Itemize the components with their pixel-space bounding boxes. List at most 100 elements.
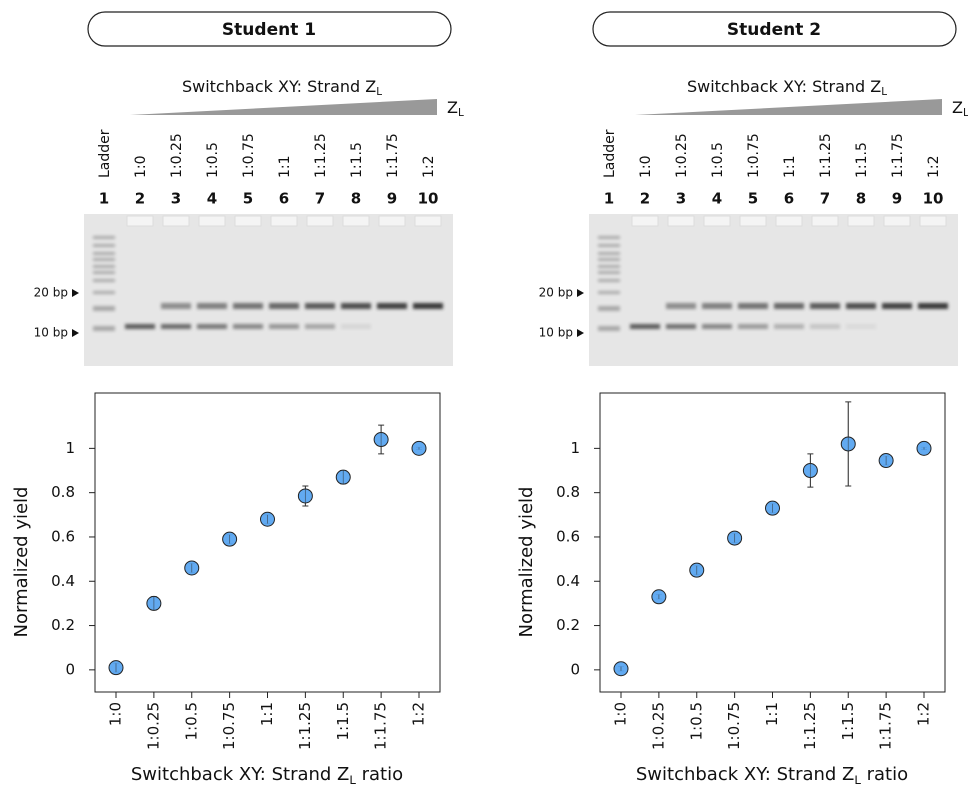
gel-band <box>341 303 371 309</box>
x-tick-label: 1:0.5 <box>182 702 200 740</box>
x-tick-label: 1:2 <box>410 702 428 726</box>
gel-band <box>702 303 732 309</box>
gel-band <box>738 324 768 329</box>
ladder-band <box>598 291 620 294</box>
ladder-band <box>93 258 115 261</box>
x-tick-label: 1:1.25 <box>801 702 819 750</box>
text-part: Z <box>952 98 963 117</box>
gel-image <box>84 214 453 366</box>
x-tick-label: 1:1 <box>763 702 781 726</box>
lane-number: 8 <box>856 190 866 208</box>
ladder-band <box>598 306 620 311</box>
panel-header: Student 2 <box>727 20 821 40</box>
gel-title: Switchback XY: Strand ZL <box>687 77 887 99</box>
text-part: Switchback XY: Strand Z <box>636 764 855 785</box>
text-part: Switchback XY: Strand Z <box>182 77 376 96</box>
y-tick-label: 0.8 <box>51 483 75 501</box>
lane-number: 10 <box>923 190 944 208</box>
y-tick-label: 0.4 <box>556 572 580 590</box>
ladder-band <box>93 236 115 239</box>
concentration-wedge <box>130 99 437 115</box>
x-tick-label: 1:0.5 <box>687 702 705 740</box>
lane-number: 2 <box>135 190 145 208</box>
text-part: ratio <box>356 764 403 785</box>
gel-title: Switchback XY: Strand ZL <box>182 77 382 99</box>
ladder-band <box>598 265 620 268</box>
gel-well <box>127 216 153 226</box>
lane-number: 1 <box>604 190 614 208</box>
text-part: Z <box>447 98 458 117</box>
lane-number: 1 <box>99 190 109 208</box>
gel-band <box>269 303 299 309</box>
lane-label: 1:1.5 <box>349 142 365 178</box>
gel-band <box>882 303 912 309</box>
lane-number: 7 <box>315 190 325 208</box>
lane-number: 5 <box>748 190 758 208</box>
gel-band <box>702 324 732 329</box>
gel-band <box>305 324 335 329</box>
gel-image <box>589 214 958 366</box>
lane-label: 1:1.25 <box>313 133 329 178</box>
gel-band <box>125 324 155 329</box>
y-tick-label: 0.8 <box>556 483 580 501</box>
lane-number: 6 <box>784 190 794 208</box>
lane-label: Ladder <box>602 129 618 178</box>
ladder-band <box>598 326 620 331</box>
subscript: L <box>881 86 887 98</box>
gel-well <box>379 216 405 226</box>
ladder-band <box>598 258 620 261</box>
gel-well <box>848 216 874 226</box>
subscript: L <box>376 86 382 98</box>
gel-well <box>271 216 297 226</box>
y-tick-label: 0.2 <box>556 616 580 634</box>
x-tick-label: 1:1 <box>258 702 276 726</box>
gel-band <box>233 324 263 329</box>
x-tick-label: 1:0.75 <box>725 702 743 750</box>
gel-well <box>776 216 802 226</box>
marker-arrow <box>72 329 79 337</box>
y-tick-label: 0.4 <box>51 572 75 590</box>
lane-label: Ladder <box>97 129 113 178</box>
text-part: ratio <box>861 764 908 785</box>
marker-arrow <box>72 289 79 297</box>
lane-number: 8 <box>351 190 361 208</box>
gel-well <box>920 216 946 226</box>
gel-well <box>740 216 766 226</box>
ladder-band <box>598 271 620 274</box>
x-tick-label: 1:0.25 <box>649 702 667 750</box>
ladder-band <box>598 244 620 247</box>
gel-band <box>846 324 876 329</box>
gel-well <box>343 216 369 226</box>
text-part: Switchback XY: Strand Z <box>687 77 881 96</box>
lane-number: 6 <box>279 190 289 208</box>
gel-band <box>666 324 696 329</box>
x-axis-title: Switchback XY: Strand ZL ratio <box>131 764 403 785</box>
gel-well <box>199 216 225 226</box>
gel-well <box>704 216 730 226</box>
ladder-band <box>93 279 115 282</box>
y-tick-label: 0.6 <box>556 527 580 545</box>
gel-well <box>235 216 261 226</box>
gel-band <box>810 324 840 329</box>
gel-band <box>774 303 804 309</box>
gel-band <box>413 303 443 309</box>
lane-label: 1:2 <box>926 155 942 178</box>
x-tick-label: 1:1.75 <box>372 702 390 750</box>
lane-number: 9 <box>892 190 902 208</box>
marker-arrow <box>577 329 584 337</box>
plot-frame <box>600 393 945 692</box>
lane-label: 1:0 <box>638 155 654 178</box>
lane-label: 1:0.25 <box>169 133 185 178</box>
size-marker: 20 bp <box>34 286 68 300</box>
gel-band <box>846 303 876 309</box>
gel-band <box>197 324 227 329</box>
wedge-label: ZL <box>952 98 968 120</box>
x-tick-label: 1:1.75 <box>877 702 895 750</box>
size-marker: 20 bp <box>539 286 573 300</box>
ladder-band <box>93 271 115 274</box>
ladder-band <box>93 244 115 247</box>
gel-well <box>163 216 189 226</box>
x-axis-title: Switchback XY: Strand ZL ratio <box>636 764 908 785</box>
gel-band <box>774 324 804 329</box>
lane-label: 1:1 <box>277 155 293 178</box>
